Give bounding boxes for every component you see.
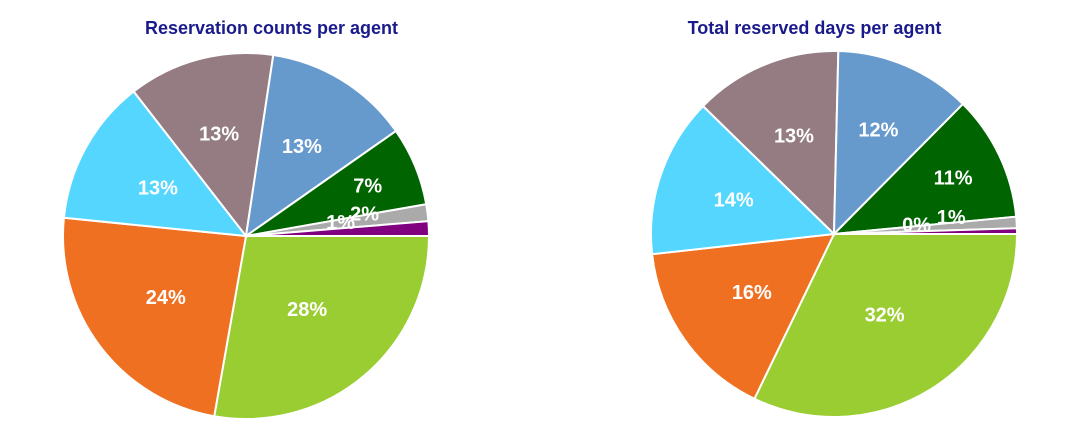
slice-label: 13% [138,177,178,199]
slice-label: 24% [146,287,186,309]
pie-slice [245,220,431,237]
slice-label: 0% [902,214,931,236]
slice-label: 32% [865,305,905,327]
pie-slice [132,52,275,239]
pie-slice [753,233,1019,418]
pie-slice [62,90,249,238]
chart-title: Total reserved days per agent [687,18,942,38]
slice-label: 28% [287,299,327,321]
pie-svg: 28% 24% 13% 13% 13% 7% 2%1% [62,52,431,420]
slice-label: 2% [350,204,379,226]
slice-label: 16% [732,282,772,304]
chart-title: Reservation counts per agent [144,18,399,38]
pie-chart-reservation-counts: Reservation counts per agent 28% 24% 13% 13… [62,18,431,420]
pie-slice [833,227,1019,235]
pie-slice [62,216,248,418]
slice-label: 11% [934,168,973,190]
pie-slice [650,104,837,256]
slice-label: 1% [937,207,966,229]
slice-label: 13% [282,136,322,158]
pie-slice [244,53,398,239]
pie-slice [832,50,965,237]
pie-slice [831,102,1018,236]
slice-label: 7% [353,176,382,198]
slice-label: 12% [858,120,898,142]
pie-chart-reserved-days: Total reserved days per agent 32% 16% 14% 1… [543,0,1086,434]
slice-label: 13% [774,126,814,148]
pie-slice [701,50,840,237]
slice-label: 1% [326,212,355,234]
pie-slice [651,232,836,401]
pie-svg: 32% 16% 14% 13% 12% 11% 1% 0% [650,50,1019,418]
pie-slice [213,235,431,420]
slice-label: 13% [199,123,239,145]
slice-label: 14% [714,189,754,211]
